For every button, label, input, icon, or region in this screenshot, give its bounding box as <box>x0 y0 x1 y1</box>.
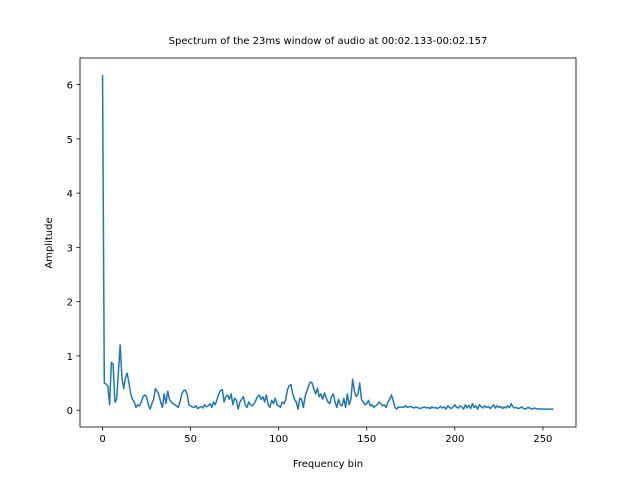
x-tick-label: 250 <box>533 434 552 445</box>
y-tick-label: 1 <box>67 352 73 363</box>
x-axis-label: Frequency bin <box>293 459 363 470</box>
y-tick-label: 5 <box>67 135 73 146</box>
y-tick-label: 3 <box>67 243 73 254</box>
chart-title: Spectrum of the 23ms window of audio at … <box>169 36 488 47</box>
y-tick-label: 0 <box>67 406 73 417</box>
x-tick-label: 150 <box>357 434 376 445</box>
data-line <box>101 74 554 410</box>
y-tick-label: 4 <box>67 189 73 200</box>
y-tick-label: 6 <box>67 81 73 92</box>
plot-frame <box>79 57 577 428</box>
x-tick-label: 50 <box>184 434 197 445</box>
x-tick-label: 100 <box>269 434 288 445</box>
y-axis-label: Amplitude <box>44 217 55 268</box>
x-tick-label: 0 <box>99 434 105 445</box>
x-tick-label: 200 <box>445 434 464 445</box>
y-tick-label: 2 <box>67 298 73 309</box>
